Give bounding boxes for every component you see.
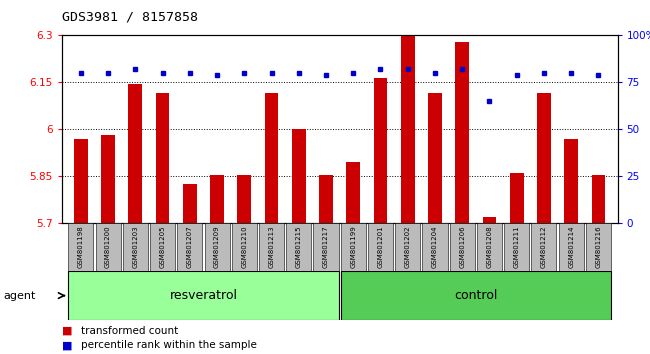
Text: resveratrol: resveratrol	[170, 289, 237, 302]
Text: GSM801210: GSM801210	[241, 225, 247, 268]
Bar	[232, 223, 257, 271]
Text: agent: agent	[3, 291, 36, 301]
Bar	[183, 184, 196, 223]
Bar	[177, 223, 202, 271]
Bar	[401, 35, 415, 223]
Bar	[346, 162, 360, 223]
Bar	[341, 223, 366, 271]
Bar	[532, 223, 556, 271]
Bar	[292, 129, 306, 223]
Text: GSM801203: GSM801203	[133, 225, 138, 268]
Text: GSM801215: GSM801215	[296, 225, 302, 268]
Bar	[68, 223, 94, 271]
Text: GSM801207: GSM801207	[187, 225, 193, 268]
Bar	[205, 223, 229, 271]
Text: GSM801208: GSM801208	[486, 225, 493, 268]
Bar	[319, 175, 333, 223]
Text: control: control	[454, 289, 497, 302]
Bar	[101, 136, 115, 223]
Bar	[150, 223, 175, 271]
Bar	[341, 271, 611, 320]
Text: GDS3981 / 8157858: GDS3981 / 8157858	[62, 11, 198, 24]
Bar	[456, 42, 469, 223]
Bar	[368, 223, 393, 271]
Text: GSM801214: GSM801214	[568, 225, 574, 268]
Text: GSM801216: GSM801216	[595, 225, 601, 268]
Bar	[428, 93, 442, 223]
Text: GSM801217: GSM801217	[323, 225, 329, 268]
Bar	[422, 223, 447, 271]
Bar	[123, 223, 148, 271]
Text: percentile rank within the sample: percentile rank within the sample	[81, 340, 257, 350]
Bar	[156, 93, 170, 223]
Bar	[564, 139, 578, 223]
Bar	[313, 223, 339, 271]
Bar	[286, 223, 311, 271]
Bar	[477, 223, 502, 271]
Text: GSM801211: GSM801211	[514, 225, 520, 268]
Text: GSM801199: GSM801199	[350, 225, 356, 268]
Text: GSM801212: GSM801212	[541, 225, 547, 268]
Bar	[483, 217, 496, 223]
Bar	[259, 223, 284, 271]
Text: GSM801198: GSM801198	[78, 225, 84, 268]
Text: GSM801206: GSM801206	[459, 225, 465, 268]
Bar	[237, 175, 251, 223]
Bar	[265, 93, 278, 223]
Bar	[74, 139, 88, 223]
Text: GSM801213: GSM801213	[268, 225, 274, 268]
Text: GSM801201: GSM801201	[378, 225, 384, 268]
Text: GSM801204: GSM801204	[432, 225, 438, 268]
Bar	[129, 84, 142, 223]
Bar	[96, 223, 121, 271]
Text: ■: ■	[62, 326, 72, 336]
Bar	[210, 175, 224, 223]
Bar	[374, 78, 387, 223]
Text: GSM801200: GSM801200	[105, 225, 111, 268]
Bar	[592, 175, 605, 223]
Bar	[510, 173, 523, 223]
Text: GSM801202: GSM801202	[405, 225, 411, 268]
Text: ■: ■	[62, 340, 72, 350]
Bar	[558, 223, 584, 271]
Bar	[68, 271, 339, 320]
Bar	[450, 223, 474, 271]
Bar	[586, 223, 611, 271]
Bar	[395, 223, 421, 271]
Text: GSM801205: GSM801205	[159, 225, 166, 268]
Text: GSM801209: GSM801209	[214, 225, 220, 268]
Bar	[504, 223, 529, 271]
Text: transformed count: transformed count	[81, 326, 179, 336]
Bar	[537, 93, 551, 223]
